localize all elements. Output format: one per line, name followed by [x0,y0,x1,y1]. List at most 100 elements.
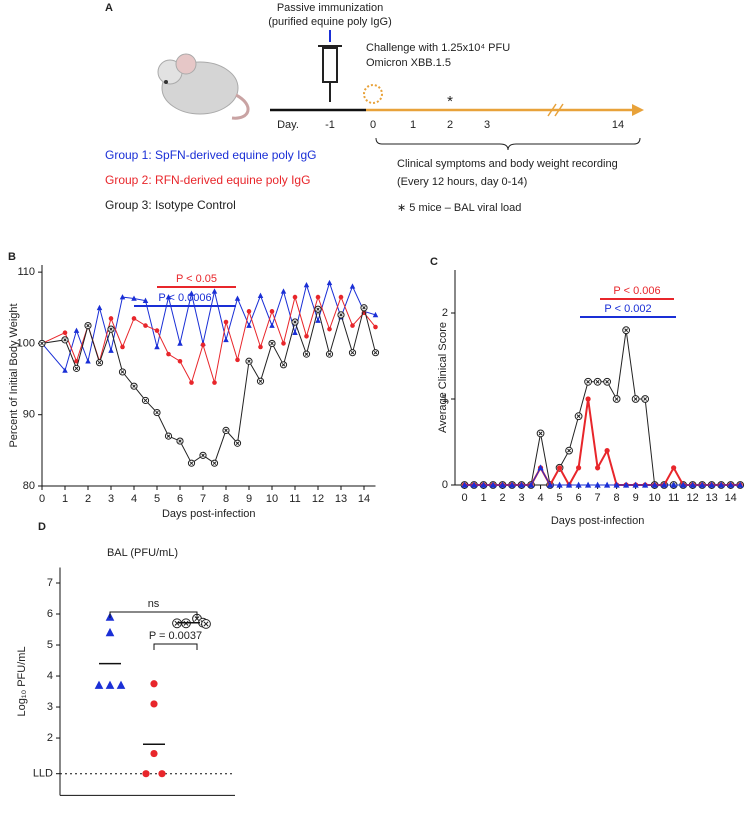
marker-cross [633,397,638,401]
marker [546,481,554,488]
series-line [464,466,741,486]
timeline-label: 0 [370,119,376,131]
marker [315,294,321,300]
marker [120,344,125,350]
marker [622,326,631,335]
x-tick-label: 3 [108,493,114,505]
syringe-icon [318,30,342,102]
x-tick-label: 6 [177,493,183,505]
x-axis-label: Days post-infection [551,515,645,527]
injection-text: (purified equine poly IgG) [268,16,392,28]
marker-cross [194,616,200,622]
marker [105,680,115,689]
x-tick-label: 0 [39,493,45,505]
y-tick-label: 4 [47,670,53,682]
marker-cross [40,341,44,346]
marker [105,627,115,637]
marker [350,323,355,328]
marker [235,357,240,363]
marker-cross [74,366,79,371]
marker-cross [212,461,217,465]
marker [575,465,582,471]
virus-icon [363,84,383,104]
marker [461,481,468,488]
x-tick-label: 9 [246,493,252,505]
marker-cross [203,621,209,627]
marker-cross [643,397,648,401]
marker [166,351,171,357]
x-tick-label: 0 [461,492,467,504]
marker [130,382,138,390]
marker [199,451,207,459]
marker [565,481,573,488]
marker [671,465,677,471]
panel-label: C [430,256,438,268]
marker [131,295,137,301]
x-tick-label: 11 [668,492,679,504]
marker-cross [567,448,571,453]
marker [603,481,611,488]
x-tick-label: 13 [335,493,347,505]
footnote: ∗ 5 mice – BAL viral load [397,202,521,214]
series-line [464,330,741,487]
marker [223,319,229,325]
marker [292,329,298,336]
group-label: Group 3: Isotype Control [105,198,236,212]
timeline-label: -1 [325,119,335,131]
marker [233,439,242,447]
marker [211,288,218,294]
x-tick-label: 5 [154,493,160,505]
marker [256,377,265,385]
marker [116,680,126,689]
marker [536,429,545,438]
marker [593,377,602,386]
marker [574,412,583,421]
marker [631,395,640,403]
marker [373,324,378,330]
marker [223,336,229,343]
x-tick-label: 1 [62,493,68,505]
chart-title: BAL (PFU/mL) [107,547,178,559]
marker [613,481,620,488]
marker-cross [327,352,332,356]
marker [150,700,158,708]
marker [142,297,149,303]
marker [708,481,715,488]
marker-cross [120,370,125,374]
x-tick-label: 2 [499,492,505,504]
marker [269,309,275,314]
marker-cross [339,313,343,317]
y-axis-label: Average Clinical Score [437,322,449,433]
x-tick-label: 4 [131,493,137,505]
marker [212,380,217,385]
marker [176,437,184,445]
challenge-text: Challenge with 1.25x10⁴ PFU [366,42,510,54]
marker-cross [270,341,274,346]
marker [349,283,356,289]
marker [604,448,610,454]
marker-cross [316,307,320,311]
marker-cross [189,461,194,465]
marker-cross [293,320,297,324]
x-tick-label: 12 [312,493,324,505]
marker [518,481,525,488]
marker [201,619,211,629]
marker [565,446,573,455]
timeline-label: 2 [447,119,453,131]
bracket-label: ns [148,598,160,610]
y-tick-label: 3 [47,701,53,713]
marker [603,377,612,386]
x-tick-label: 1 [480,492,486,504]
y-tick-label: 110 [17,266,35,278]
marker-cross [624,328,629,333]
marker [291,318,299,326]
x-tick-label: 7 [200,493,206,505]
marker [154,343,160,350]
marker [258,344,263,350]
marker-cross [178,439,182,443]
marker [661,481,668,488]
marker [281,341,286,346]
marker [246,322,252,328]
marker [268,339,276,348]
marker [689,481,696,488]
